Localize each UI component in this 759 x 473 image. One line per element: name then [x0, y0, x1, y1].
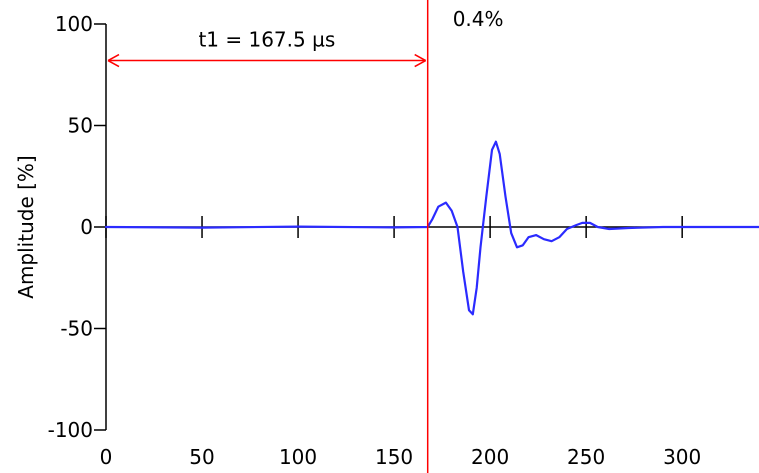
- plot-area: -100 -50 0 50 100 0 50 100 150 200 250 300 Amplitude…: [14, 0, 759, 473]
- x-tick-label: 300: [663, 445, 701, 469]
- interval-arrowhead-right: [414, 53, 427, 68]
- y-tick-label: -100: [48, 418, 93, 442]
- y-tick-label: -50: [60, 317, 93, 341]
- x-tick-label: 0: [100, 445, 113, 469]
- x-tick-label: 100: [279, 445, 317, 469]
- x-tick-label: 150: [375, 445, 413, 469]
- y-tick-label: 50: [68, 114, 93, 138]
- x-tick-label: 50: [189, 445, 214, 469]
- x-tick-label: 200: [471, 445, 509, 469]
- interval-arrowhead-left: [107, 53, 120, 68]
- series-line: [104, 140, 759, 316]
- interval-label: t1 = 167.5 µs: [198, 28, 335, 52]
- y-axis-title: Amplitude [%]: [14, 155, 38, 298]
- x-tick-label: 250: [567, 445, 605, 469]
- y-tick-label: 100: [55, 12, 93, 36]
- marker-value-label: 0.4%: [453, 7, 504, 31]
- y-tick-label: 0: [80, 215, 93, 239]
